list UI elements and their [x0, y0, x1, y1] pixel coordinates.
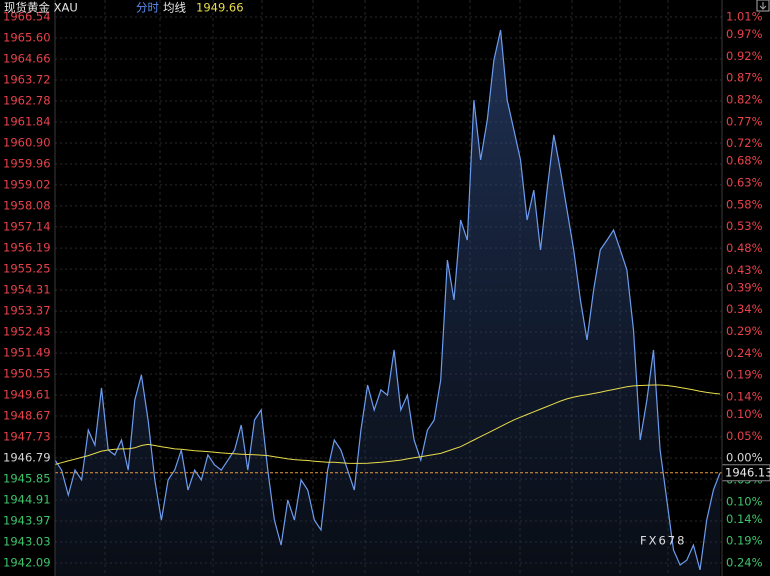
y-tick-label: 1944.91 [3, 493, 51, 507]
axes: 1966.54 1965.60 1964.66 1963.72 1962.78 1961.… [3, 10, 770, 570]
price-area [55, 30, 720, 576]
y-tick-label: 1953.37 [3, 304, 51, 318]
y2-tick-label: 1.01% [726, 10, 763, 24]
y2-tick-label: 0.43% [726, 263, 763, 277]
y-tick-label: 1966.54 [3, 10, 51, 24]
y2-tick-label: 0.63% [726, 175, 763, 189]
y-tick-label: 1948.67 [3, 409, 51, 423]
y-tick-label: 1957.14 [3, 219, 51, 233]
y2-tick-label: 0.72% [726, 136, 763, 150]
y-tick-label: 1959.96 [3, 156, 51, 170]
y2-tick-label: 0.24% [726, 556, 763, 570]
y-tick-label: 1946.79 [3, 451, 51, 465]
legend-price[interactable]: 分时 [136, 1, 159, 15]
y-tick-label: 1965.60 [3, 30, 51, 44]
y2-tick-label: 0.53% [726, 219, 763, 233]
average-line [54, 384, 721, 465]
y-tick-label: 1956.19 [3, 241, 51, 255]
y2-tick-label: 0.92% [726, 49, 763, 63]
y2-tick-label: 0.14% [726, 512, 763, 526]
y2-tick-label: 0.10% [726, 407, 763, 421]
plot [54, 29, 722, 576]
y2-tick-label: 0.82% [726, 92, 763, 106]
last-price-label: 1946.13 [725, 465, 770, 479]
watermark: FX678 [640, 534, 686, 548]
average-value: 1949.66 [196, 1, 244, 15]
chart-title: 现货黄金 XAU [4, 1, 78, 15]
y2-tick-label: 0.34% [726, 302, 763, 316]
y-tick-label: 1961.84 [3, 114, 51, 128]
y2-tick-label: 0.39% [726, 280, 763, 294]
y-tick-label: 1949.61 [3, 388, 51, 402]
y-tick-label: 1947.73 [3, 430, 51, 444]
y-tick-label: 1951.49 [3, 346, 51, 360]
y2-tick-label: 0.68% [726, 154, 763, 168]
y2-tick-label: 0.97% [726, 27, 763, 41]
y-tick-label: 1942.09 [3, 556, 51, 570]
y-tick-label: 1955.25 [3, 262, 51, 276]
price-line [54, 29, 721, 571]
y-tick-label: 1962.78 [3, 93, 51, 107]
y-tick-label: 1950.55 [3, 367, 51, 381]
y2-tick-label: 0.24% [726, 346, 763, 360]
y-tick-label: 1954.31 [3, 283, 51, 297]
y-tick-label: 1960.90 [3, 135, 51, 149]
y2-tick-label: 0.19% [726, 534, 763, 548]
y2-tick-label: 0.19% [726, 368, 763, 382]
y2-tick-label: 0.87% [726, 71, 763, 85]
y-tick-label: 1958.08 [3, 198, 51, 212]
y-tick-label: 1952.43 [3, 325, 51, 339]
y2-tick-label: 0.48% [726, 241, 763, 255]
y-tick-label: 1945.85 [3, 472, 51, 486]
y2-tick-label: 0.05% [726, 429, 763, 443]
y-tick-label: 1964.66 [3, 51, 51, 65]
menu-icon[interactable] [756, 0, 770, 12]
y2-tick-label: 0.29% [726, 324, 763, 338]
y2-tick-label: 0.10% [726, 494, 763, 508]
y2-tick-label: 0.14% [726, 390, 763, 404]
y-tick-label: 1943.03 [3, 535, 51, 549]
y-tick-label: 1963.72 [3, 72, 51, 86]
y2-tick-label: 0.00% [726, 451, 763, 465]
y-tick-label: 1943.97 [3, 514, 51, 528]
y-tick-label: 1959.02 [3, 177, 51, 191]
legend-average[interactable]: 均线 [163, 1, 186, 15]
y2-tick-label: 0.77% [726, 114, 763, 128]
y2-tick-label: 0.58% [726, 197, 763, 211]
